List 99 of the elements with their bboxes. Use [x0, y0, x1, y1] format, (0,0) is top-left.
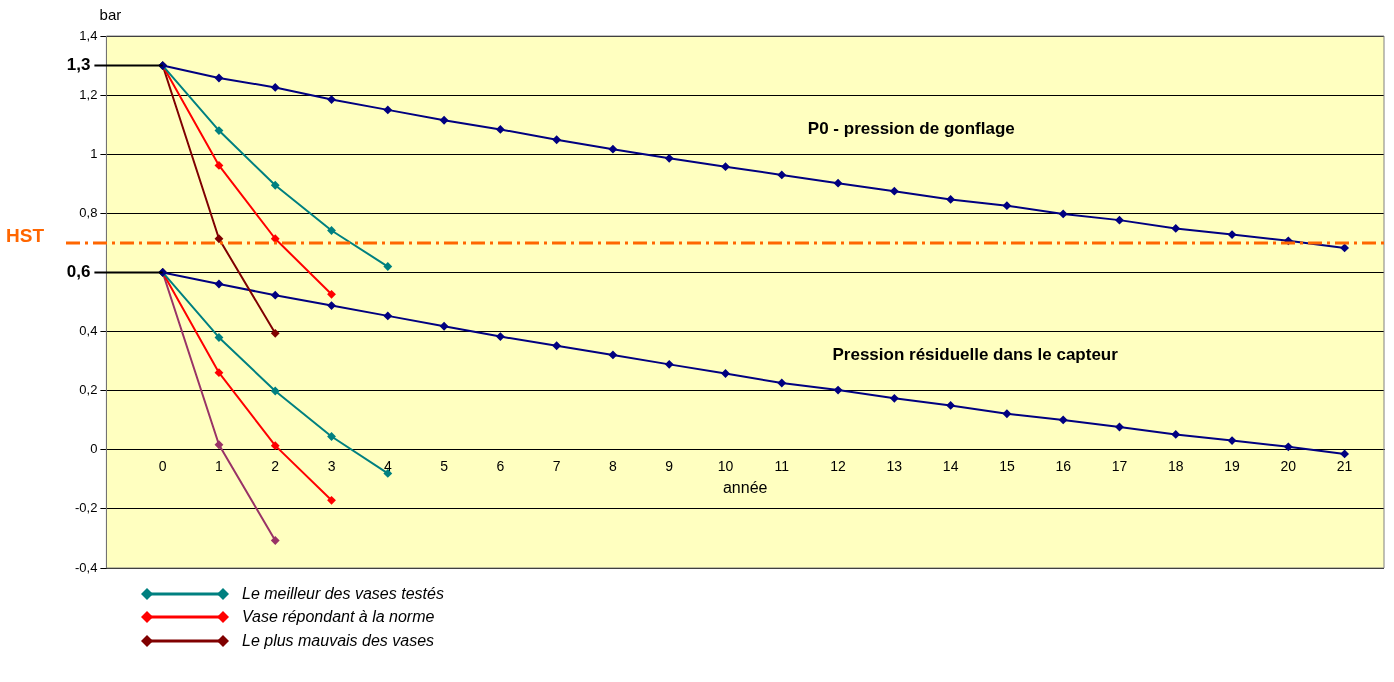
point	[946, 401, 955, 410]
point	[271, 386, 280, 395]
point	[721, 369, 730, 378]
point	[214, 440, 223, 449]
y-tick-label: 0,8	[79, 204, 98, 220]
x-tick-label: 2	[271, 458, 280, 475]
point	[777, 170, 786, 179]
point	[834, 386, 843, 395]
point	[214, 126, 223, 135]
point	[1002, 201, 1011, 210]
point	[1171, 430, 1180, 439]
ref-line-label: HST	[6, 225, 45, 247]
point	[1059, 209, 1068, 218]
legend-label: Le meilleur des vases testés	[242, 584, 444, 603]
x-axis-title: année	[722, 478, 768, 496]
point	[214, 161, 223, 170]
point	[890, 187, 899, 196]
point	[552, 341, 561, 350]
point	[327, 432, 336, 441]
point	[1115, 216, 1124, 225]
point	[440, 322, 449, 331]
point	[890, 394, 899, 403]
ref-line-label: 0,6	[66, 262, 91, 282]
y-tick-label: 0,4	[79, 323, 98, 339]
point	[1340, 449, 1349, 458]
x-tick-label: 1	[215, 458, 224, 475]
point	[271, 181, 280, 190]
point	[383, 311, 392, 320]
x-tick-label: 12	[830, 458, 847, 475]
point	[383, 262, 392, 271]
x-tick-label: 7	[552, 458, 561, 475]
point	[271, 291, 280, 300]
point	[946, 195, 955, 204]
point	[327, 95, 336, 104]
x-tick-label: 10	[717, 458, 734, 475]
point	[1340, 243, 1349, 252]
y-tick-label: -0,2	[74, 500, 98, 516]
annotation: Pression résiduelle dans le capteur	[832, 344, 1119, 364]
point	[1002, 409, 1011, 418]
point	[214, 234, 223, 243]
point	[777, 378, 786, 387]
point	[214, 333, 223, 342]
point	[608, 145, 617, 154]
x-tick-label: 0	[158, 458, 167, 475]
point	[271, 83, 280, 92]
y-tick-label: 1,4	[79, 27, 98, 43]
point	[1171, 224, 1180, 233]
legend-label: Le plus mauvais des vases	[242, 631, 435, 650]
y-tick-label: 0,2	[79, 382, 98, 398]
x-tick-label: 9	[665, 458, 674, 475]
point	[214, 73, 223, 82]
point	[271, 234, 280, 243]
x-tick-label: 14	[942, 458, 959, 475]
point	[608, 350, 617, 359]
x-tick-label: 3	[327, 458, 336, 475]
x-tick-label: 15	[999, 458, 1015, 475]
x-tick-label: 6	[496, 458, 505, 475]
point	[1228, 436, 1237, 445]
annotation: P0 - pression de gonflage	[807, 118, 1015, 138]
y-axis-title: bar	[99, 6, 122, 24]
point	[327, 290, 336, 299]
point	[214, 368, 223, 377]
point	[1228, 230, 1237, 239]
point	[271, 329, 280, 338]
ref-line-label: 1,3	[66, 55, 91, 75]
x-tick-label: 4	[383, 458, 392, 475]
x-tick-label: 17	[1111, 458, 1128, 475]
point	[271, 441, 280, 450]
y-tick-label: 1,2	[79, 86, 98, 102]
x-tick-label: 11	[774, 458, 790, 475]
x-tick-label: 8	[609, 458, 618, 475]
point	[665, 154, 674, 163]
y-tick-label: 1	[90, 145, 98, 161]
point	[665, 360, 674, 369]
y-tick-label: -0,4	[74, 559, 98, 575]
point	[214, 279, 223, 288]
point	[327, 496, 336, 505]
x-tick-label: 21	[1336, 458, 1353, 475]
point	[496, 332, 505, 341]
legend-label: Vase répondant à la norme	[242, 608, 435, 627]
point	[440, 116, 449, 125]
point	[834, 179, 843, 188]
x-tick-label: 18	[1167, 458, 1184, 475]
y-tick-label: 0	[90, 441, 98, 457]
point	[1115, 423, 1124, 432]
point	[496, 125, 505, 134]
point	[1059, 415, 1068, 424]
point	[1284, 442, 1293, 451]
point	[327, 226, 336, 235]
point	[327, 301, 336, 310]
point	[383, 105, 392, 114]
point	[721, 162, 730, 171]
x-tick-label: 13	[886, 458, 903, 475]
x-tick-label: 16	[1055, 458, 1072, 475]
x-tick-label: 19	[1224, 458, 1241, 475]
point	[271, 536, 280, 545]
x-tick-label: 5	[440, 458, 449, 475]
x-tick-label: 20	[1280, 458, 1297, 475]
point	[552, 135, 561, 144]
